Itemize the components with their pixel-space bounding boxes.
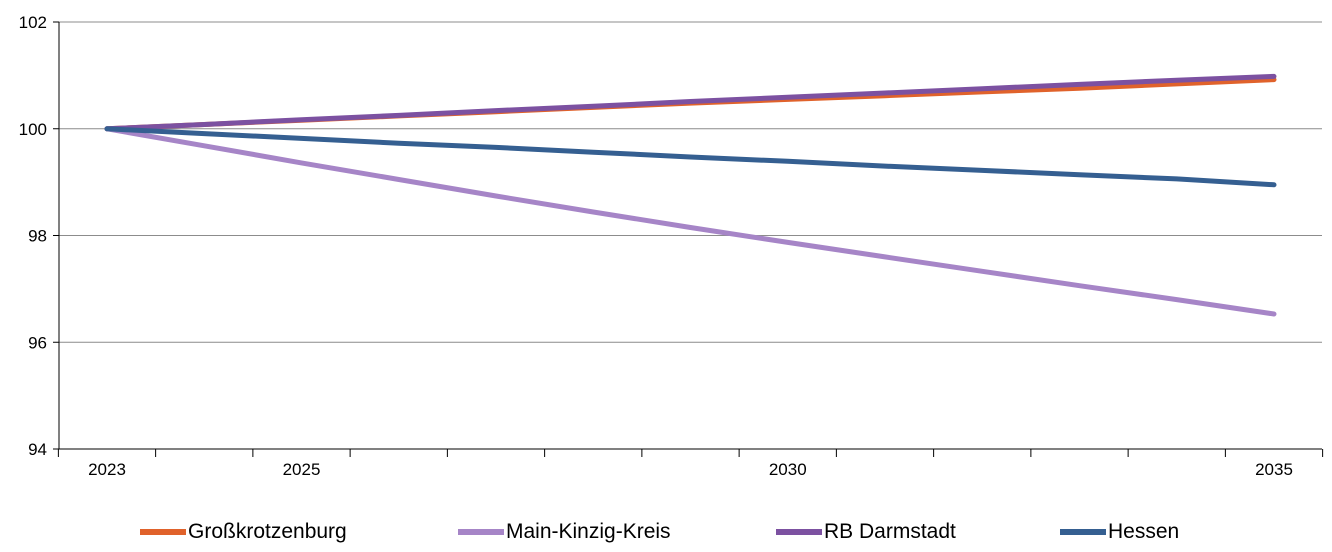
x-tick-label: 2035 (1255, 460, 1293, 479)
legend-item-grosskrotzenburg: Großkrotzenburg (140, 520, 347, 544)
x-tick-label: 2030 (769, 460, 807, 479)
legend-swatch (1060, 529, 1106, 535)
gridlines (59, 21, 1322, 343)
series-line-rb-darmstadt (104, 73, 1277, 132)
series-line-hessen (104, 126, 1277, 188)
y-tick-label: 102 (19, 13, 47, 32)
legend-swatch (458, 529, 504, 535)
legend-label: Hessen (1108, 520, 1180, 543)
y-tick-labels: 94 96 98 100 102 (19, 13, 47, 459)
x-tick-labels: 2023 2025 2030 2035 (88, 460, 1293, 479)
series-line-main-kinzig-kreis (104, 126, 1277, 317)
x-tick-label: 2025 (283, 460, 321, 479)
legend-item-rb-darmstadt: RB Darmstadt (776, 520, 956, 544)
y-tick-label: 100 (19, 120, 47, 139)
y-tick-label: 96 (28, 333, 47, 352)
y-tick-label: 98 (28, 227, 47, 246)
axes (53, 21, 1324, 457)
x-tick-label: 2023 (88, 460, 126, 479)
series-lines (104, 73, 1277, 317)
legend-swatch (140, 529, 186, 535)
legend-label: RB Darmstadt (824, 520, 956, 543)
legend: Großkrotzenburg Main-Kinzig-Kreis RB Dar… (0, 520, 1332, 552)
legend-label: Großkrotzenburg (188, 520, 347, 543)
legend-swatch (776, 529, 822, 535)
legend-item-hessen: Hessen (1060, 520, 1179, 544)
line-chart: 94 96 98 100 102 2023 2025 2030 2035 (19, 13, 1324, 479)
y-tick-label: 94 (28, 440, 47, 459)
legend-item-main-kinzig-kreis: Main-Kinzig-Kreis (458, 520, 671, 544)
legend-label: Main-Kinzig-Kreis (506, 520, 671, 543)
